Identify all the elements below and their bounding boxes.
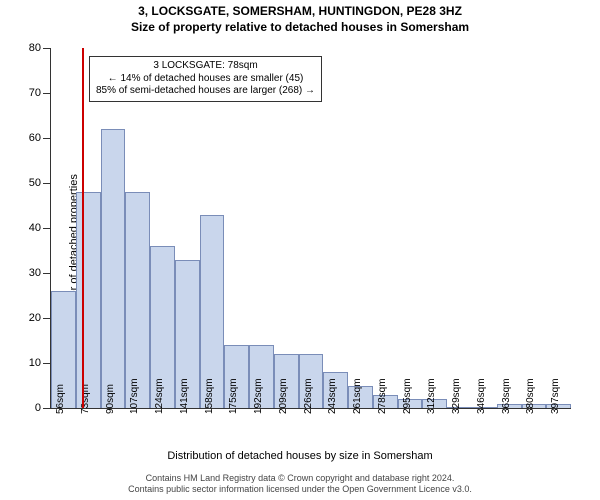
plot-area: 0102030405060708056sqm73sqm90sqm107sqm12… — [50, 48, 571, 409]
histogram-bar — [125, 192, 150, 408]
x-tick-label: 346sqm — [476, 378, 487, 414]
y-tick-label: 60 — [29, 132, 51, 144]
attribution-line1: Contains HM Land Registry data © Crown c… — [0, 473, 600, 485]
x-tick-label: 141sqm — [179, 378, 190, 414]
callout-line: 85% of semi-detached houses are larger (… — [96, 85, 315, 98]
callout-box: 3 LOCKSGATE: 78sqm← 14% of detached hous… — [89, 56, 322, 102]
y-tick-label: 20 — [29, 312, 51, 324]
x-tick-label: 107sqm — [129, 378, 140, 414]
attribution-text: Contains HM Land Registry data © Crown c… — [0, 473, 600, 496]
y-tick-label: 80 — [29, 42, 51, 54]
x-tick-label: 124sqm — [154, 378, 165, 414]
x-tick-label: 175sqm — [228, 378, 239, 414]
x-tick-label: 278sqm — [377, 378, 388, 414]
chart-title-line2: Size of property relative to detached ho… — [0, 20, 600, 34]
y-tick-label: 30 — [29, 267, 51, 279]
attribution-line2: Contains public sector information licen… — [0, 484, 600, 496]
x-tick-label: 363sqm — [501, 378, 512, 414]
x-tick-label: 380sqm — [525, 378, 536, 414]
x-tick-label: 397sqm — [550, 378, 561, 414]
x-tick-label: 243sqm — [327, 378, 338, 414]
x-tick-label: 209sqm — [278, 378, 289, 414]
chart-title-line1: 3, LOCKSGATE, SOMERSHAM, HUNTINGDON, PE2… — [0, 4, 600, 18]
chart-container: 3, LOCKSGATE, SOMERSHAM, HUNTINGDON, PE2… — [0, 0, 600, 500]
x-axis-label: Distribution of detached houses by size … — [0, 450, 600, 462]
y-tick-label: 70 — [29, 87, 51, 99]
y-tick-label: 50 — [29, 177, 51, 189]
x-tick-label: 56sqm — [55, 384, 66, 414]
x-tick-label: 90sqm — [105, 384, 116, 414]
x-tick-label: 158sqm — [204, 378, 215, 414]
x-tick-label: 329sqm — [451, 378, 462, 414]
x-tick-label: 295sqm — [402, 378, 413, 414]
y-tick-label: 10 — [29, 357, 51, 369]
property-marker-line — [82, 48, 84, 408]
x-tick-label: 226sqm — [303, 378, 314, 414]
x-tick-label: 261sqm — [352, 378, 363, 414]
callout-line: ← 14% of detached houses are smaller (45… — [96, 73, 315, 86]
x-tick-label: 192sqm — [253, 378, 264, 414]
callout-line: 3 LOCKSGATE: 78sqm — [96, 60, 315, 73]
y-tick-label: 0 — [35, 402, 51, 414]
histogram-bar — [76, 192, 101, 408]
y-tick-label: 40 — [29, 222, 51, 234]
bars-group — [51, 48, 571, 408]
histogram-bar — [101, 129, 126, 408]
x-tick-label: 312sqm — [426, 378, 437, 414]
